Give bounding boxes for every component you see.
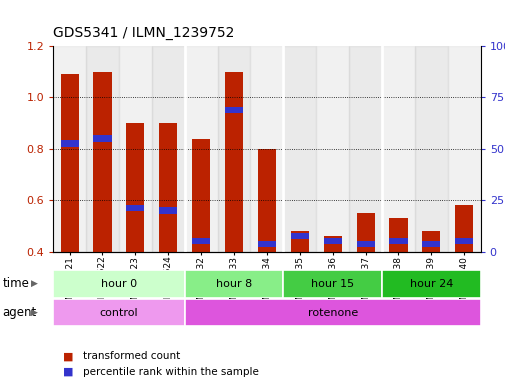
Bar: [184, 299, 480, 326]
Bar: [53, 299, 184, 326]
Bar: [93, 72, 111, 252]
Bar: [381, 270, 480, 298]
Bar: [323, 236, 341, 252]
Bar: [93, 135, 111, 142]
Bar: [184, 46, 217, 252]
Bar: [356, 241, 374, 247]
Text: hour 0: hour 0: [100, 279, 137, 289]
Bar: [152, 46, 184, 252]
Bar: [389, 218, 407, 252]
Bar: [447, 46, 480, 252]
Bar: [126, 123, 144, 252]
Text: ▶: ▶: [31, 279, 38, 288]
Text: rotenone: rotenone: [307, 308, 357, 318]
Bar: [414, 46, 447, 252]
Text: hour 24: hour 24: [409, 279, 452, 289]
Bar: [422, 241, 439, 247]
Text: percentile rank within the sample: percentile rank within the sample: [83, 367, 259, 377]
Bar: [159, 123, 177, 252]
Bar: [258, 241, 275, 247]
Bar: [454, 205, 472, 252]
Bar: [283, 46, 316, 252]
Bar: [348, 46, 381, 252]
Text: ■: ■: [63, 351, 74, 361]
Bar: [192, 238, 210, 245]
Bar: [159, 207, 177, 214]
Bar: [86, 46, 119, 252]
Text: control: control: [99, 308, 138, 318]
Bar: [225, 107, 242, 114]
Bar: [53, 46, 86, 252]
Bar: [184, 270, 283, 298]
Text: hour 8: hour 8: [216, 279, 251, 289]
Bar: [316, 46, 348, 252]
Bar: [61, 141, 78, 147]
Bar: [119, 46, 152, 252]
Text: hour 15: hour 15: [311, 279, 354, 289]
Bar: [283, 270, 381, 298]
Bar: [192, 139, 210, 252]
Bar: [323, 238, 341, 245]
Bar: [454, 238, 472, 245]
Bar: [258, 149, 275, 252]
Bar: [381, 46, 414, 252]
Bar: [389, 238, 407, 245]
Bar: [217, 46, 250, 252]
Text: time: time: [3, 277, 29, 290]
Text: ■: ■: [63, 367, 74, 377]
Text: transformed count: transformed count: [83, 351, 180, 361]
Bar: [53, 270, 184, 298]
Text: GDS5341 / ILMN_1239752: GDS5341 / ILMN_1239752: [53, 26, 234, 40]
Bar: [290, 231, 308, 252]
Bar: [61, 74, 78, 252]
Bar: [290, 233, 308, 239]
Bar: [225, 72, 242, 252]
Bar: [356, 213, 374, 252]
Text: agent: agent: [3, 306, 37, 319]
Bar: [422, 231, 439, 252]
Bar: [250, 46, 283, 252]
Text: ▶: ▶: [31, 308, 38, 317]
Bar: [126, 205, 144, 211]
